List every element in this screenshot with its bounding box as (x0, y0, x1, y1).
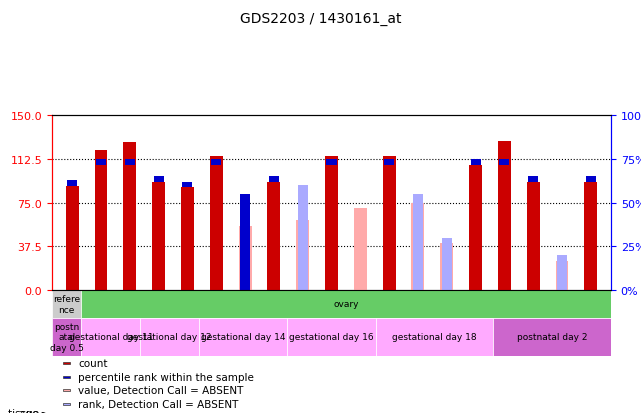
Bar (52, 318, 81, 356)
Bar (499, 159, 510, 290)
Text: gestational day 14: gestational day 14 (201, 333, 285, 342)
Bar (63, 389, 70, 392)
Bar (65, 186, 79, 290)
Text: postnatal day 2: postnatal day 2 (517, 333, 587, 342)
Bar (181, 188, 194, 290)
Bar (527, 183, 540, 290)
Bar (412, 203, 424, 290)
Bar (326, 159, 337, 290)
Bar (183, 182, 192, 290)
Bar (325, 157, 338, 290)
Text: GDS2203 / 1430161_at: GDS2203 / 1430161_at (240, 12, 401, 26)
Bar (383, 165, 395, 290)
Bar (210, 157, 222, 159)
Text: age ►: age ► (19, 408, 50, 413)
Bar (63, 403, 70, 405)
Bar (199, 318, 287, 356)
Bar (65, 195, 79, 290)
Bar (383, 157, 395, 159)
Bar (527, 235, 540, 290)
Text: rank, Detection Call = ABSENT: rank, Detection Call = ABSENT (78, 399, 238, 409)
Bar (154, 177, 163, 290)
Bar (96, 159, 106, 290)
Bar (211, 159, 221, 290)
Text: tissue ►: tissue ► (8, 408, 50, 413)
Bar (94, 151, 108, 290)
Bar (376, 318, 494, 356)
Bar (494, 318, 611, 356)
Bar (354, 209, 367, 290)
Text: refere
nce: refere nce (53, 294, 80, 314)
Text: value, Detection Call = ABSENT: value, Detection Call = ABSENT (78, 385, 244, 395)
Text: postn
atal
day 0.5: postn atal day 0.5 (50, 322, 83, 352)
Text: ovary: ovary (333, 300, 359, 309)
Bar (498, 165, 511, 290)
Bar (52, 290, 81, 318)
Bar (63, 376, 70, 378)
Bar (123, 142, 137, 290)
Bar (296, 221, 309, 290)
Bar (94, 151, 108, 159)
Bar (498, 141, 511, 290)
Bar (325, 157, 338, 159)
Bar (586, 177, 596, 290)
Text: count: count (78, 358, 108, 368)
Bar (140, 318, 199, 356)
Bar (267, 208, 280, 290)
Bar (470, 159, 481, 290)
Text: gestational day 16: gestational day 16 (289, 333, 374, 342)
Bar (528, 177, 538, 290)
Text: percentile rank within the sample: percentile rank within the sample (78, 372, 254, 382)
Bar (269, 177, 279, 290)
Bar (210, 165, 222, 290)
Bar (383, 157, 395, 290)
Bar (585, 218, 597, 290)
Bar (123, 142, 137, 159)
Bar (67, 180, 77, 290)
Text: gestational day 12: gestational day 12 (128, 333, 212, 342)
Bar (152, 195, 165, 290)
Bar (557, 255, 567, 290)
Bar (238, 226, 251, 290)
Bar (413, 194, 423, 290)
Bar (287, 318, 376, 356)
Bar (267, 183, 280, 290)
Bar (442, 238, 452, 290)
Text: gestational day 18: gestational day 18 (392, 333, 477, 342)
Bar (240, 194, 250, 290)
Bar (556, 261, 569, 290)
Bar (125, 159, 135, 290)
Bar (498, 141, 511, 159)
Bar (94, 165, 108, 290)
Bar (63, 362, 70, 364)
Text: gestational day 11: gestational day 11 (69, 333, 153, 342)
Bar (123, 165, 137, 290)
Bar (325, 165, 338, 290)
Bar (440, 244, 453, 290)
Bar (210, 157, 222, 290)
Bar (384, 159, 394, 290)
Bar (181, 208, 194, 290)
Bar (585, 183, 597, 290)
Bar (297, 185, 308, 290)
Bar (152, 183, 165, 290)
Bar (469, 165, 482, 290)
Bar (81, 318, 140, 356)
Bar (469, 211, 482, 290)
